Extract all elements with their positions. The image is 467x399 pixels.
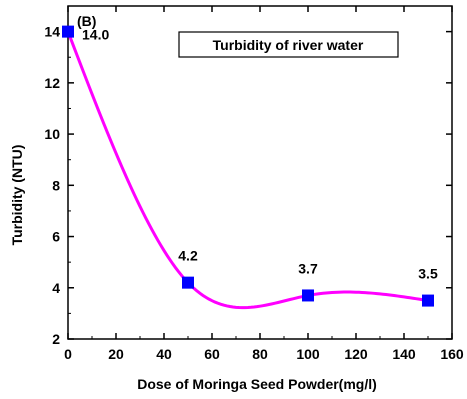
x-tick-label: 0 — [64, 346, 72, 362]
data-label: 3.7 — [298, 260, 318, 276]
y-tick-label: 8 — [52, 177, 60, 193]
series-line — [66, 31, 429, 310]
x-tick-label: 80 — [252, 346, 268, 362]
x-tick-label: 100 — [296, 346, 320, 362]
data-point — [62, 25, 74, 38]
chart-title: Turbidity of river water — [213, 37, 364, 53]
x-tick-label: 40 — [156, 346, 172, 362]
data-point — [422, 294, 434, 307]
y-tick-label: 6 — [52, 229, 60, 245]
label-layer: 14.0 4.2 3.7 3.5 — [82, 27, 438, 282]
x-tick-label: 60 — [204, 346, 220, 362]
y-tick-label: 2 — [52, 331, 60, 347]
y-axis-title: Turbidity (NTU) — [9, 145, 25, 246]
x-tick-label: 20 — [108, 346, 124, 362]
line-layer — [66, 31, 429, 310]
data-point — [302, 289, 314, 302]
x-tick-label: 160 — [440, 346, 464, 362]
x-tick-label: 140 — [392, 346, 416, 362]
data-point — [182, 276, 194, 289]
x-axis-title: Dose of Moringa Seed Powder(mg/l) — [137, 376, 377, 392]
x-tick-label: 120 — [344, 346, 368, 362]
y-tick-label: 12 — [44, 75, 60, 91]
chart-title-box: Turbidity of river water — [178, 31, 399, 58]
chart-title-frame — [178, 31, 399, 58]
data-label: 14.0 — [82, 27, 109, 43]
axes-layer: 0 20 40 60 80 100 120 140 160 2 4 6 8 10 12 14 — [44, 5, 464, 362]
y-tick-label: 10 — [44, 126, 60, 142]
marker-layer — [62, 25, 434, 307]
data-label: 3.5 — [418, 266, 438, 282]
panel-label: (B) — [77, 13, 96, 29]
y-tick-label: 14 — [44, 24, 60, 40]
data-label: 4.2 — [178, 248, 198, 264]
y-tick-label: 4 — [52, 280, 60, 296]
